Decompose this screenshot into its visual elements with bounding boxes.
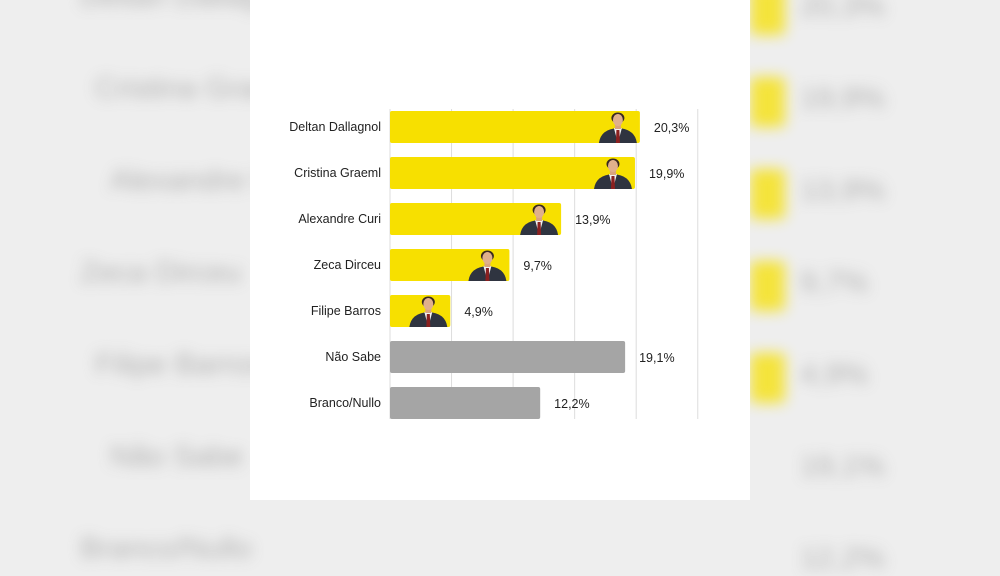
bar-alexandre-curi xyxy=(390,203,562,235)
photo-tie xyxy=(610,176,615,189)
photo-neck xyxy=(484,261,491,267)
photo-face xyxy=(534,206,545,218)
value-label: 20,3% xyxy=(654,121,689,135)
candidate-photo xyxy=(598,112,637,143)
blurred-category-label: Não Sabe xyxy=(110,440,244,473)
blurred-bar xyxy=(750,77,785,127)
photo-face xyxy=(612,114,623,126)
blurred-value-label: 13,9% xyxy=(800,174,886,207)
photo-tie xyxy=(537,222,542,235)
value-label: 4,9% xyxy=(464,305,493,319)
blurred-background-left: Deltan DallagnolCristina GraemlAlexandre… xyxy=(0,0,308,565)
candidate-photo xyxy=(520,204,559,235)
value-label: 13,9% xyxy=(575,213,610,227)
blurred-bar xyxy=(750,0,785,35)
blurred-value-label: 4,9% xyxy=(800,358,869,391)
photo-tie xyxy=(485,268,490,281)
candidate-photo xyxy=(409,296,448,327)
category-label: Não Sabe xyxy=(325,350,381,364)
value-label: 9,7% xyxy=(523,259,552,273)
blurred-category-label: Branco/Nullo xyxy=(80,532,252,565)
chart-panel: Deltan Dallagnol 20,3% Cristina Graeml 19,9… xyxy=(250,0,750,500)
blurred-category-label: Deltan Dallagnol xyxy=(80,0,300,14)
blurred-value-label: 9,7% xyxy=(800,266,869,299)
category-label: Cristina Graeml xyxy=(294,166,381,180)
category-label: Zeca Dirceu xyxy=(314,258,381,272)
bar-n-o-sabe xyxy=(390,341,626,373)
candidate-photo xyxy=(468,250,507,281)
category-label: Branco/Nullo xyxy=(309,396,381,410)
blurred-bar xyxy=(750,169,785,219)
blurred-bar xyxy=(750,261,785,311)
blurred-value-label: 12,2% xyxy=(800,542,886,575)
category-label: Filipe Barros xyxy=(311,304,381,318)
photo-tie xyxy=(426,314,431,327)
value-label: 12,2% xyxy=(554,397,589,411)
candidate-photos xyxy=(409,112,637,327)
bar-chart: Deltan Dallagnol 20,3% Cristina Graeml 19,9… xyxy=(289,109,699,419)
blurred-background-right: 20,3% 19,9% 13,9% 9,7% 4,9% 19,1% 12,2% xyxy=(750,0,1000,575)
bar-cristina-graeml xyxy=(390,157,635,189)
blurred-category-label: Zeca Dirceu xyxy=(80,256,242,289)
value-label: 19,9% xyxy=(649,167,684,181)
category-label: Alexandre Curi xyxy=(298,212,381,226)
photo-face xyxy=(423,298,434,310)
photo-face xyxy=(607,160,618,172)
candidate-photo xyxy=(593,158,632,189)
blurred-value-label: 19,1% xyxy=(800,450,886,483)
blurred-bar xyxy=(750,353,785,403)
category-label: Deltan Dallagnol xyxy=(289,120,381,134)
labels: Deltan Dallagnol 20,3% Cristina Graeml 19,9… xyxy=(289,120,689,411)
photo-tie xyxy=(615,130,620,143)
value-label: 19,1% xyxy=(639,351,674,365)
bar-deltan-dallagnol xyxy=(390,111,640,143)
bar-branco-nullo xyxy=(390,387,541,419)
blurred-category-label: Filipe Barros xyxy=(95,348,264,381)
blurred-value-label: 20,3% xyxy=(800,0,886,23)
blurred-value-label: 19,9% xyxy=(800,82,886,115)
bars xyxy=(390,111,640,419)
photo-face xyxy=(482,252,493,264)
